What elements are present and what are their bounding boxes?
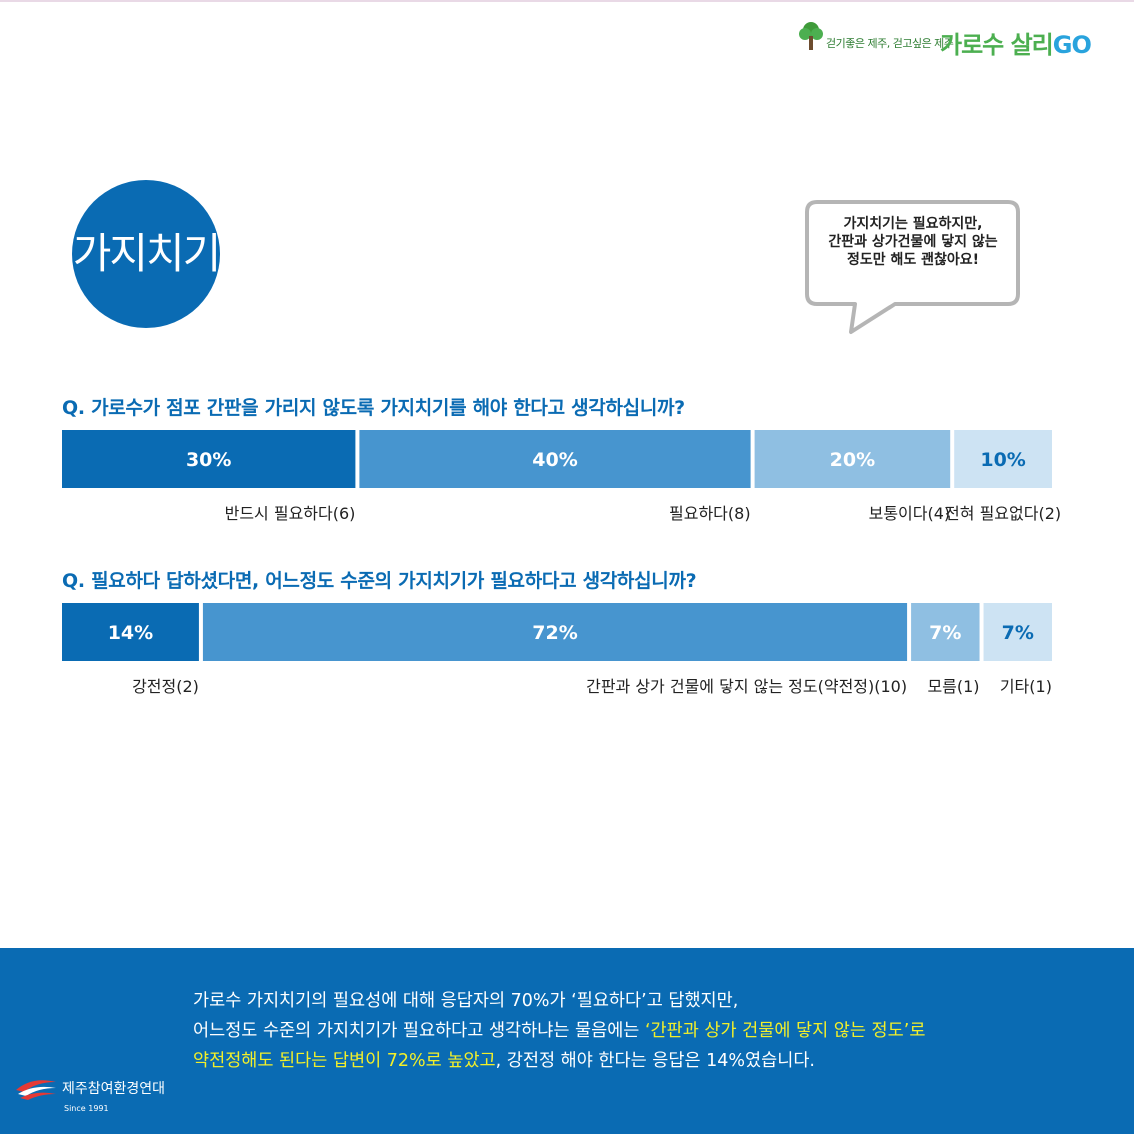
bar-segment <box>954 430 1052 488</box>
bar-value-label: 40% <box>532 449 577 471</box>
top-divider <box>0 0 1134 2</box>
category-label: 반드시 필요하다(6) <box>224 504 356 523</box>
topic-circle: 가지치기 <box>72 180 222 328</box>
bubble-line: 간판과 상가건물에 닿지 않는 <box>828 234 998 250</box>
campaign-brand-go: GO <box>1052 31 1092 59</box>
org-name: 제주참여환경연대 <box>62 1081 166 1097</box>
bubble-line: 정도만 해도 괜찮아요! <box>846 252 980 268</box>
category-label: 보통이다(4) <box>868 504 951 523</box>
category-label: 강전정(2) <box>132 677 199 696</box>
summary-line-3: 약전정해도 된다는 답변이 72%로 높았고, 강전정 해야 한다는 응답은 1… <box>193 1046 1093 1076</box>
stacked-bar-1: 30% 40% 20% 10% <box>62 430 1052 488</box>
summary-line-2: 어느정도 수준의 가지치기가 필요하다고 생각하냐는 물음에는 ‘간판과 상가 … <box>193 1016 1093 1046</box>
org-logo: 제주참여환경연대 Since 1991 <box>14 1074 214 1124</box>
bar-value-label: 20% <box>830 449 875 471</box>
speech-bubble-shape <box>805 200 1020 334</box>
bar-value-label: 7% <box>929 622 961 644</box>
category-label: 전혀 필요없다(2) <box>945 504 1062 523</box>
bar-segment <box>983 603 1052 661</box>
speech-bubble: 가지치기는 필요하지만, 간판과 상가건물에 닿지 않는 정도만 해도 괜찮아요… <box>805 200 1020 335</box>
bar-segment <box>62 430 356 488</box>
bar-segment <box>754 430 951 488</box>
topic-title: 가지치기 <box>72 229 222 278</box>
question-1-title: Q. 가로수가 점포 간판을 가리지 않도록 가지치기를 해야 한다고 생각하십… <box>62 397 685 419</box>
speech-bubble-text: 가지치기는 필요하지만, 간판과 상가건물에 닿지 않는 정도만 해도 괜찮아요… <box>811 215 1015 269</box>
bar-segment <box>359 430 751 488</box>
campaign-brand: 가로수 살리GO <box>940 25 1092 60</box>
summary-line-2-text: 어느정도 수준의 가지치기가 필요하다고 생각하냐는 물음에는 <box>193 1021 645 1041</box>
summary-line-3-text: , 강전정 해야 한다는 응답은 14%였습니다. <box>495 1051 815 1071</box>
campaign-logo: 걷기좋은 제주, 걷고싶은 제주 가로수 살리GO <box>798 20 1092 64</box>
bar-segment <box>62 603 199 661</box>
summary-footer: 가로수 가지치기의 필요성에 대해 응답자의 70%가 ‘필요하다’고 답했지만… <box>0 948 1134 1134</box>
bar-segment <box>202 603 908 661</box>
category-label: 간판과 상가 건물에 닿지 않는 정도(약전정)(10) <box>586 677 908 696</box>
bar-value-label: 30% <box>186 449 231 471</box>
category-label: 필요하다(8) <box>669 504 751 523</box>
bubble-line: 가지치기는 필요하지만, <box>843 216 983 232</box>
org-since: Since 1991 <box>64 1104 109 1113</box>
bar-value-label: 14% <box>108 622 153 644</box>
org-emblem-icon <box>16 1080 56 1100</box>
question-2-title: Q. 필요하다 답하셨다면, 어느정도 수준의 가지치기가 필요하다고 생각하십… <box>62 570 697 592</box>
stacked-bar-chart-1: 30% 40% 20% 10% 반드시 필요하다(6) 필요하다(8) 보통이다(4) 전혀… <box>62 430 1061 530</box>
bar-value-label: 10% <box>980 449 1025 471</box>
summary-highlight-2: 약전정해도 된다는 답변이 72%로 높았고 <box>193 1051 496 1071</box>
summary-highlight-1: ‘간판과 상가 건물에 닿지 않는 정도’로 <box>644 1021 926 1041</box>
tree-icon <box>799 22 823 50</box>
bar-value-label: 7% <box>1002 622 1034 644</box>
bar-segment <box>911 603 980 661</box>
bar-value-label: 72% <box>532 622 577 644</box>
summary-text: 가로수 가지치기의 필요성에 대해 응답자의 70%가 ‘필요하다’고 답했지만… <box>193 986 1093 1076</box>
category-label: 모름(1) <box>927 677 980 696</box>
stacked-bar-2: 14% 72% 7% 7% <box>62 603 1052 661</box>
campaign-brand-main: 가로수 살리 <box>940 31 1054 59</box>
category-label: 기타(1) <box>999 677 1052 696</box>
stacked-bar-chart-2: 14% 72% 7% 7% 강전정(2) 간판과 상가 건물에 닿지 않는 정도(약전정… <box>62 603 1052 703</box>
summary-line-1: 가로수 가지치기의 필요성에 대해 응답자의 70%가 ‘필요하다’고 답했지만… <box>193 991 739 1011</box>
campaign-slogan: 걷기좋은 제주, 걷고싶은 제주 <box>826 37 954 50</box>
